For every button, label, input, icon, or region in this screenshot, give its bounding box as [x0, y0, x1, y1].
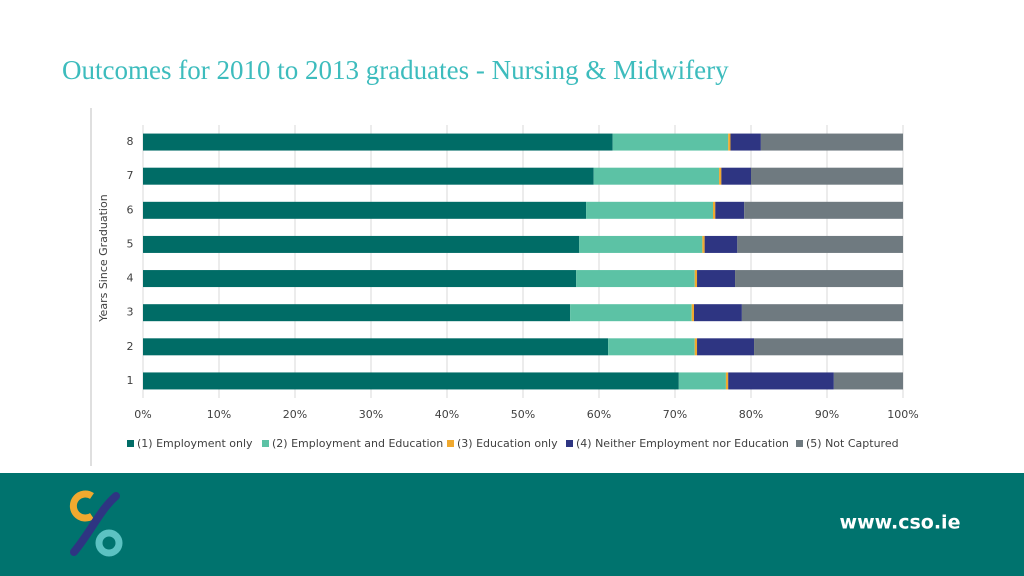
bar-segment [143, 167, 594, 185]
y-tick-label: 4 [127, 272, 134, 285]
bar-segment [702, 235, 705, 253]
bar-segment [719, 167, 722, 185]
y-tick-label: 3 [127, 306, 134, 319]
x-tick-label: 0% [134, 408, 151, 421]
x-tick-label: 50% [511, 408, 535, 421]
x-tick-label: 40% [435, 408, 459, 421]
bar-segment [754, 338, 903, 356]
legend-label: (2) Employment and Education [272, 437, 443, 450]
footer-url: www.cso.ie [840, 512, 961, 534]
bar-segment [694, 338, 698, 356]
bar-segment [741, 304, 903, 322]
bar-segment [576, 270, 695, 288]
y-tick-label: 1 [127, 374, 134, 387]
y-tick-label: 8 [127, 135, 134, 148]
x-tick-label: 30% [359, 408, 383, 421]
bar-segment [608, 338, 695, 356]
bar-segment [728, 133, 731, 151]
bar-segment [586, 201, 713, 219]
bar-segment [737, 235, 903, 253]
y-tick-label: 5 [127, 237, 134, 250]
bar-segment [694, 270, 698, 288]
x-tick-label: 20% [283, 408, 307, 421]
bar-segment [143, 270, 577, 288]
bar-segment [143, 235, 580, 253]
bar-segment [721, 167, 751, 185]
bar-segment [735, 270, 903, 288]
x-tick-label: 90% [815, 408, 839, 421]
bar-segment [678, 372, 726, 390]
legend-swatch [796, 440, 803, 447]
bar-segment [593, 167, 720, 185]
x-tick-label: 10% [207, 408, 231, 421]
legend-swatch [447, 440, 454, 447]
y-tick-label: 2 [127, 340, 134, 353]
legend-label: (5) Not Captured [806, 437, 899, 450]
y-axis-title: Years Since Graduation [97, 194, 110, 322]
bar-segment [713, 201, 716, 219]
bar-segment [143, 133, 613, 151]
bar-segment [691, 304, 694, 322]
bar-segment [143, 304, 571, 322]
bar-segment [760, 133, 903, 151]
x-tick-label: 100% [887, 408, 918, 421]
footer-band [0, 473, 1024, 576]
logo-arc [69, 490, 94, 522]
bar-segment [143, 372, 679, 390]
bar-segment [143, 201, 587, 219]
bar-segment [579, 235, 703, 253]
bar-segment [725, 372, 729, 390]
y-tick-label: 7 [127, 169, 134, 182]
logo [69, 490, 123, 557]
bar-segment [744, 201, 903, 219]
logo-stroke [70, 492, 120, 556]
legend-label: (1) Employment only [137, 437, 253, 450]
bar-segment [715, 201, 745, 219]
chart-title: Outcomes for 2010 to 2013 graduates - Nu… [62, 55, 729, 85]
x-tick-label: 60% [587, 408, 611, 421]
legend-label: (3) Education only [457, 437, 558, 450]
x-tick-label: 70% [663, 408, 687, 421]
bar-segment [143, 338, 609, 356]
bar-segment [697, 270, 736, 288]
bar-segment [612, 133, 729, 151]
x-tick-label: 80% [739, 408, 763, 421]
bar-segment [694, 304, 742, 322]
legend-swatch [262, 440, 269, 447]
bar-segment [728, 372, 834, 390]
y-tick-label: 6 [127, 203, 134, 216]
bar-segment [730, 133, 761, 151]
bar-segment [751, 167, 903, 185]
logo-circle [95, 529, 123, 557]
bar-segment [570, 304, 692, 322]
legend-swatch [566, 440, 573, 447]
legend-swatch [127, 440, 134, 447]
bar-segment [833, 372, 903, 390]
bar-segment [697, 338, 755, 356]
legend-label: (4) Neither Employment nor Education [576, 437, 789, 450]
bar-segment [704, 235, 738, 253]
